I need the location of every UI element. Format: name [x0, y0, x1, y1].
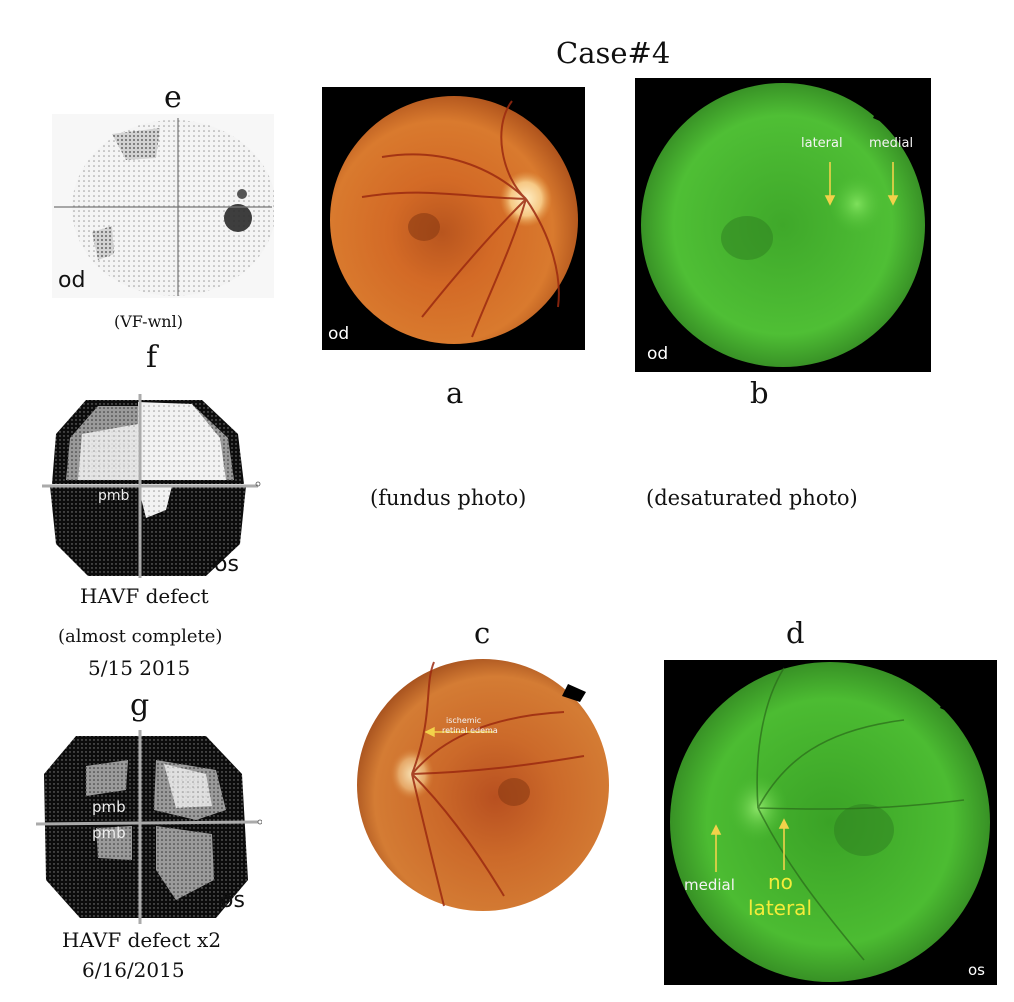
panel-c-annotation-line2: retinal edema	[442, 726, 498, 735]
panel-g-date: 6/16/2015	[82, 958, 185, 982]
panel-c-annotation-line1: ischemic	[446, 716, 482, 725]
panel-e-eye: od	[58, 268, 86, 293]
panel-a-caption: (fundus photo)	[370, 486, 527, 510]
panel-f-letter: f	[146, 340, 158, 375]
panel-g-pmb-lower: pmb	[92, 824, 126, 842]
panel-b-label-lateral: lateral	[801, 136, 843, 151]
panel-f-pmb: pmb	[98, 488, 130, 504]
panel-d-eye: os	[968, 961, 985, 979]
panel-c-letter: c	[474, 616, 491, 650]
desaturated-photo-b: lateral medial od	[635, 78, 931, 372]
panel-g-pmb-upper: pmb	[92, 798, 126, 816]
visual-field-e: od	[52, 114, 274, 298]
panel-d-label-lateral: lateral	[748, 896, 812, 920]
panel-b-eye: od	[647, 344, 669, 364]
panel-b-label-medial: medial	[869, 136, 914, 151]
panel-d-label-medial: medial	[684, 876, 735, 894]
panel-f-caption-detail: (almost complete)	[58, 626, 223, 647]
panel-e-letter: e	[164, 80, 182, 115]
desaturated-photo-d: medial no lateral os	[664, 660, 997, 985]
panel-f-date: 5/15 2015	[88, 656, 191, 680]
panel-g-eye: os	[220, 888, 245, 913]
panel-e-caption: (VF-wnl)	[114, 312, 183, 331]
panel-g-letter: g	[130, 688, 150, 723]
panel-g-caption: HAVF defect x2	[62, 928, 222, 952]
panel-a-letter: a	[446, 376, 464, 410]
panel-d-label-no: no	[768, 870, 793, 894]
panel-f-eye: os	[214, 552, 239, 577]
visual-field-g: pmb pmb os	[36, 730, 262, 924]
fundus-photo-a: od	[322, 87, 585, 350]
page-title: Case#4	[556, 36, 671, 70]
visual-field-f: pmb os	[42, 394, 264, 578]
panel-d-letter: d	[786, 616, 805, 650]
panel-f-caption: HAVF defect	[80, 584, 209, 608]
panel-b-letter: b	[750, 376, 769, 410]
panel-c-eye: os	[586, 890, 602, 906]
panel-a-eye: od	[328, 324, 350, 344]
panel-b-caption: (desaturated photo)	[646, 486, 858, 510]
fundus-photo-c: ischemic retinal edema os	[354, 656, 612, 914]
